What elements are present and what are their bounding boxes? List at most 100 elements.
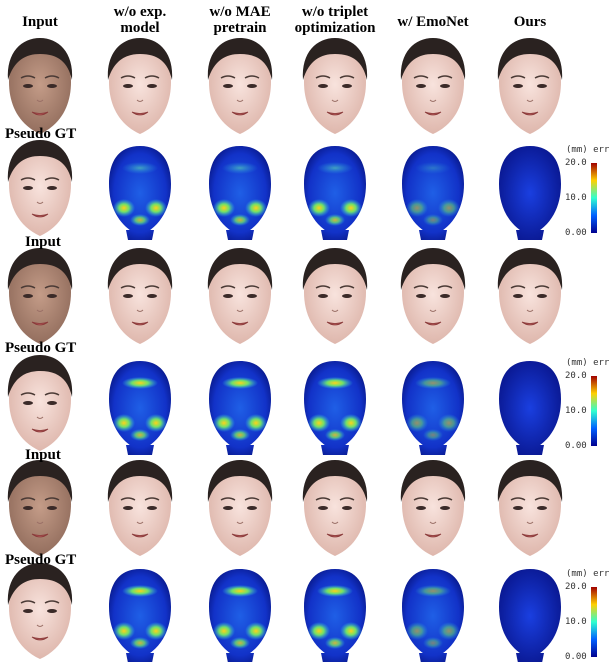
face <box>402 146 464 240</box>
face <box>303 38 367 134</box>
hot-spot <box>145 622 167 640</box>
face <box>401 38 465 134</box>
warm-spot <box>415 162 451 174</box>
face <box>499 146 561 240</box>
hot-spot <box>325 214 345 226</box>
hot-spot <box>325 637 345 649</box>
hot-spot <box>245 622 267 640</box>
heat-head <box>499 361 561 455</box>
heat-head <box>499 146 561 240</box>
face <box>8 355 72 451</box>
colorbar <box>591 587 597 657</box>
face <box>304 361 366 455</box>
column-header: w/o MAEpretrain <box>185 4 295 36</box>
hot-spot <box>340 622 362 640</box>
hot-spot <box>245 414 267 432</box>
face <box>208 460 272 556</box>
face <box>208 38 272 134</box>
hot-spot <box>423 214 443 226</box>
colorbar-tick: 0.00 <box>565 652 587 662</box>
eye <box>223 84 233 88</box>
warm-spot <box>222 377 258 389</box>
face <box>8 563 72 659</box>
column-header: Input <box>0 14 95 30</box>
eye <box>440 84 450 88</box>
eye <box>223 294 233 298</box>
warm-spot <box>317 585 353 597</box>
hot-spot <box>308 414 330 432</box>
colorbar <box>591 163 597 233</box>
row-label: Pseudo GT <box>5 552 76 568</box>
eye <box>342 84 352 88</box>
warm-spot <box>122 162 158 174</box>
hot-spot <box>308 199 330 217</box>
face <box>498 248 562 344</box>
hot-spot <box>230 214 250 226</box>
face <box>208 248 272 344</box>
hot-spot <box>308 622 330 640</box>
face <box>401 460 465 556</box>
hot-spot <box>145 199 167 217</box>
row-label: Pseudo GT <box>5 126 76 142</box>
colorbar-tick: 0.00 <box>565 228 587 238</box>
eye <box>147 84 157 88</box>
eye <box>223 506 233 510</box>
hot-spot <box>130 429 150 441</box>
eye <box>247 294 257 298</box>
eye <box>47 294 57 298</box>
eye <box>513 84 523 88</box>
face <box>499 569 561 662</box>
hot-spot <box>145 414 167 432</box>
warm-spot <box>415 585 451 597</box>
eye <box>318 506 328 510</box>
colorbar-unit: (mm) error <box>566 145 610 155</box>
face <box>303 460 367 556</box>
hot-spot <box>130 214 150 226</box>
eye <box>342 506 352 510</box>
eye <box>23 401 33 405</box>
warm-spot <box>122 585 158 597</box>
header-line: optimization <box>280 20 390 36</box>
column-header: w/o tripletoptimization <box>280 4 390 36</box>
face <box>402 361 464 455</box>
hot-spot <box>406 414 428 432</box>
eye <box>23 84 33 88</box>
face <box>108 248 172 344</box>
eye <box>537 84 547 88</box>
face <box>108 38 172 134</box>
colorbar-unit: (mm) error <box>566 358 610 368</box>
hot-spot <box>113 199 135 217</box>
hot-spot <box>130 637 150 649</box>
eye <box>247 506 257 510</box>
face <box>402 569 464 662</box>
hot-spot <box>438 622 460 640</box>
eye <box>23 506 33 510</box>
eye <box>123 294 133 298</box>
eye <box>247 84 257 88</box>
hot-spot <box>213 622 235 640</box>
column-header: w/ EmoNet <box>378 14 488 30</box>
face <box>209 361 271 455</box>
eye <box>416 84 426 88</box>
face <box>304 146 366 240</box>
hot-spot <box>213 199 235 217</box>
warm-spot <box>222 162 258 174</box>
face <box>108 460 172 556</box>
header-line: w/o exp. <box>85 4 195 20</box>
eye <box>537 294 547 298</box>
warm-spot <box>317 377 353 389</box>
eye <box>513 506 523 510</box>
hot-spot <box>340 414 362 432</box>
colorbar-tick: 10.0 <box>565 406 587 416</box>
face <box>209 146 271 240</box>
face <box>109 146 171 240</box>
column-header: Ours <box>475 14 585 30</box>
hot-spot <box>113 622 135 640</box>
face <box>8 140 72 236</box>
warm-spot <box>222 585 258 597</box>
hot-spot <box>113 414 135 432</box>
hot-spot <box>406 199 428 217</box>
hot-spot <box>230 429 250 441</box>
eye <box>123 506 133 510</box>
header-line: model <box>85 20 195 36</box>
